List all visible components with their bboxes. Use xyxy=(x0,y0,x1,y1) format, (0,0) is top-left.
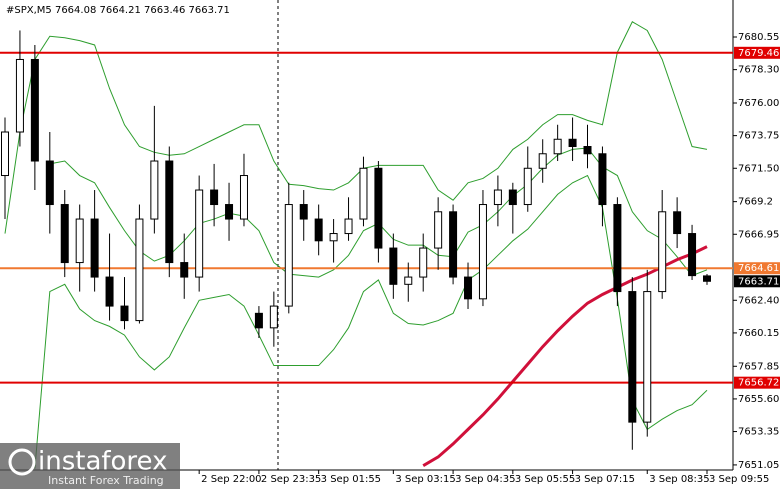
y-tick-label: 7680.55 xyxy=(738,32,779,43)
candle-body xyxy=(60,204,69,264)
candle-body xyxy=(105,276,114,307)
x-tick-label: 2 Sep 22:00 xyxy=(201,474,261,485)
candle-body xyxy=(449,211,458,278)
price-level-box xyxy=(734,376,780,389)
candle-body xyxy=(538,153,547,169)
candle-body xyxy=(45,160,54,206)
price-level-box xyxy=(734,262,780,275)
price-level-label: 7679.46 xyxy=(738,48,779,59)
candle-body xyxy=(269,305,278,329)
candle-body xyxy=(165,160,174,264)
candle-body xyxy=(568,138,577,148)
bollinger-band xyxy=(34,174,708,469)
candle-body xyxy=(299,204,308,220)
y-tick-label: 7673.75 xyxy=(738,131,779,142)
candle-body xyxy=(75,218,84,264)
candle-body xyxy=(553,138,562,155)
candle-body xyxy=(523,167,532,206)
candle-body xyxy=(1,131,9,177)
candle-body xyxy=(673,211,682,235)
y-tick-label: 7655.60 xyxy=(738,394,779,405)
y-tick-label: 7666.95 xyxy=(738,229,779,240)
y-tick-label: 7669.2 xyxy=(738,197,773,208)
y-tick-label: 7662.40 xyxy=(738,295,779,306)
candle-body xyxy=(643,291,652,423)
candle-body xyxy=(284,204,293,307)
candle-body xyxy=(30,58,39,162)
candle-body xyxy=(15,58,24,133)
x-tick-label: 3 Sep 09:55 xyxy=(709,474,769,485)
candle-body xyxy=(703,275,711,282)
candle-body xyxy=(210,189,219,206)
candle-body xyxy=(434,211,443,249)
candle-body xyxy=(493,189,502,206)
candle-body xyxy=(598,153,607,206)
x-tick-label: 3 Sep 01:55 xyxy=(321,474,381,485)
candle-body xyxy=(195,189,204,278)
price-level-box xyxy=(734,275,780,288)
x-tick-label: 3 Sep 03:15 xyxy=(395,474,455,485)
bollinger-band xyxy=(4,21,708,234)
candle-body xyxy=(583,146,592,155)
candle-body xyxy=(359,167,368,220)
candle-body xyxy=(478,204,487,300)
candle-body xyxy=(419,247,428,278)
candle-body xyxy=(254,312,263,329)
y-tick-label: 7676.00 xyxy=(738,98,779,109)
watermark-logo xyxy=(8,448,36,476)
x-tick-label: 3 Sep 04:35 xyxy=(455,474,515,485)
candle-body xyxy=(239,175,248,220)
candle-body xyxy=(314,218,323,242)
candle-body xyxy=(404,276,413,285)
y-tick-label: 7660.15 xyxy=(738,328,779,339)
price-level-label: 7664.61 xyxy=(738,263,779,274)
watermark-tagline: Instant Forex Trading xyxy=(48,474,164,487)
x-tick-label: 3 Sep 05:55 xyxy=(515,474,575,485)
candle-body xyxy=(389,247,398,285)
watermark-box xyxy=(0,443,180,489)
y-tick-label: 7657.85 xyxy=(738,361,779,372)
x-tick-label: 2 Sep 23:35 xyxy=(261,474,321,485)
candle-body xyxy=(508,189,517,206)
candle-body xyxy=(613,204,622,293)
candle-body xyxy=(374,167,383,249)
price-level-label: 7663.71 xyxy=(738,276,779,287)
price-level-box xyxy=(734,46,780,59)
y-tick-label: 7651.05 xyxy=(738,460,779,471)
candle-body xyxy=(135,218,144,322)
x-tick-label: 3 Sep 07:15 xyxy=(575,474,635,485)
candle-body xyxy=(688,233,697,277)
y-tick-label: 7671.50 xyxy=(738,163,779,174)
candle-body xyxy=(120,305,129,322)
y-tick-label: 7678.30 xyxy=(738,65,779,76)
y-tick-label: 7653.35 xyxy=(738,427,779,438)
watermark-brand: instaforex xyxy=(38,447,167,477)
candle-body xyxy=(180,262,189,278)
candle-body xyxy=(225,204,234,220)
candle-body xyxy=(658,211,667,293)
chart-title: #SPX,M5 7664.08 7664.21 7663.46 7663.71 xyxy=(6,5,230,16)
candle-body xyxy=(464,276,473,300)
candle-body xyxy=(329,233,338,242)
candle-body xyxy=(150,160,159,220)
candle-body xyxy=(628,291,637,423)
candle-body xyxy=(344,218,353,235)
candle-body xyxy=(90,218,99,278)
x-tick-label: 3 Sep 08:35 xyxy=(649,474,709,485)
price-level-label: 7656.72 xyxy=(738,378,779,389)
